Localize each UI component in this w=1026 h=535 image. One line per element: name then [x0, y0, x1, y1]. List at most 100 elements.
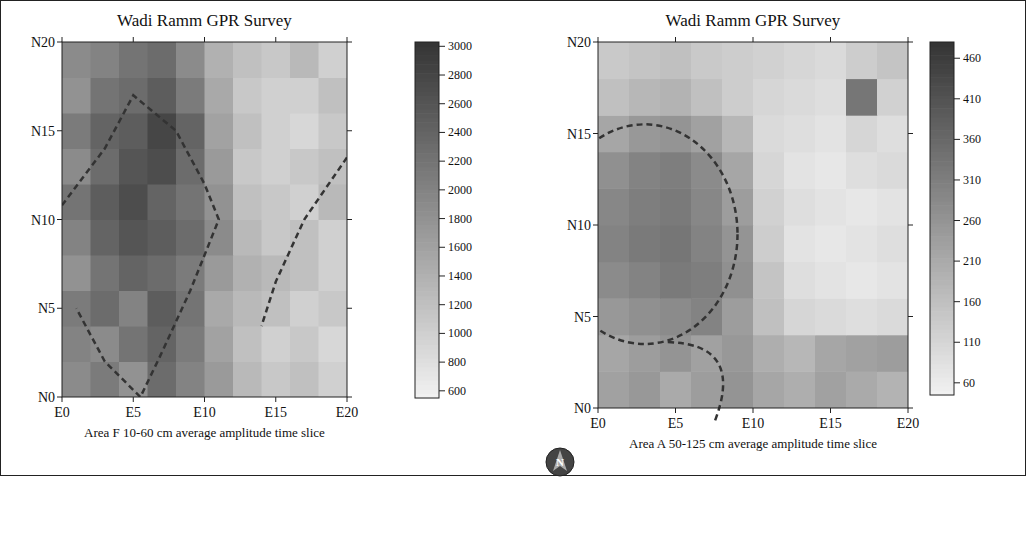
x-tick	[133, 37, 134, 42]
colorbar-swatch	[415, 193, 439, 198]
heat-cell	[753, 42, 785, 79]
anomaly-outline	[668, 342, 723, 423]
colorbar-tick	[954, 261, 960, 262]
y-tick	[57, 308, 62, 309]
y-tick-label: N0	[38, 390, 55, 405]
heat-cell	[691, 79, 723, 116]
colorbar-swatch	[930, 113, 954, 118]
colorbar-swatch	[415, 82, 439, 87]
colorbar-swatch	[930, 324, 954, 329]
heat-cell	[119, 255, 148, 291]
heat-cell	[660, 335, 692, 372]
heat-cell	[784, 225, 816, 262]
colorbar-swatch	[930, 170, 954, 175]
heat-cell	[846, 115, 878, 152]
heat-cell	[691, 115, 723, 152]
heat-cell	[233, 149, 262, 185]
heat-cell	[629, 42, 661, 79]
colorbar-swatch	[930, 333, 954, 338]
heat-cell	[205, 113, 234, 149]
heat-cell	[660, 115, 692, 152]
heat-cell	[877, 79, 908, 116]
colorbar-swatch	[415, 176, 439, 181]
heat-cell	[119, 113, 148, 149]
north-label: N	[556, 456, 564, 468]
colorbar-swatch	[930, 86, 954, 91]
heat-cell	[262, 42, 291, 78]
x-tick-label: E15	[264, 405, 287, 420]
heat-cell	[319, 184, 348, 220]
colorbar-swatch	[415, 224, 439, 229]
colorbar-swatch	[415, 300, 439, 305]
y-tick-label: N20	[31, 35, 55, 50]
y-tick-label: N0	[574, 401, 591, 416]
colorbar-swatch	[930, 294, 954, 299]
x-tick	[830, 37, 831, 42]
x-tick	[675, 408, 676, 413]
colorbar-swatch	[415, 46, 439, 51]
figure: E0E5E10E15E20N0N5N10N15N20Wadi Ramm GPR …	[0, 0, 1026, 535]
heat-cell	[176, 42, 205, 78]
heat-cell	[815, 371, 847, 408]
y-tick-label: N5	[574, 310, 591, 325]
heat-cell	[148, 113, 177, 149]
colorbar-tick	[439, 103, 445, 104]
heat-cell	[176, 291, 205, 327]
y-tick	[593, 42, 598, 43]
y-tick-label: N5	[38, 301, 55, 316]
heat-cell	[233, 42, 262, 78]
heat-cell	[62, 326, 91, 362]
heat-cell	[205, 42, 234, 78]
y-tick-label: N10	[31, 213, 55, 228]
colorbar-swatch	[930, 64, 954, 69]
colorbar-frame	[930, 42, 954, 395]
colorbar-swatch	[415, 305, 439, 310]
heat-cell	[62, 184, 91, 220]
colorbar-swatch	[415, 180, 439, 185]
x-tick-label: E0	[590, 416, 606, 431]
y-tick-label: N15	[567, 127, 591, 142]
heat-cell	[753, 225, 785, 262]
colorbar-swatch	[930, 276, 954, 281]
heat-cell	[753, 298, 785, 335]
colorbar-swatch	[415, 95, 439, 100]
x-tick	[908, 408, 909, 413]
colorbar-swatch	[930, 126, 954, 131]
colorbar-swatch	[415, 64, 439, 69]
y-tick	[908, 133, 913, 134]
colorbar-tick	[954, 179, 960, 180]
colorbar-swatch	[930, 201, 954, 206]
heat-cell	[205, 78, 234, 114]
colorbar-swatch	[930, 249, 954, 254]
heat-cell	[784, 371, 816, 408]
colorbar-swatch	[415, 78, 439, 83]
colorbar-tick-label: 410	[963, 92, 981, 106]
y-tick	[57, 130, 62, 131]
heat-cell	[815, 298, 847, 335]
colorbar-swatch	[415, 233, 439, 238]
colorbar-frame	[415, 42, 439, 398]
colorbar-swatch	[415, 273, 439, 278]
colorbar-swatch	[415, 265, 439, 270]
colorbar-swatch	[415, 184, 439, 189]
colorbar-swatch	[415, 91, 439, 96]
heat-cell	[205, 291, 234, 327]
colorbar-swatch	[930, 382, 954, 387]
colorbar-swatch	[415, 144, 439, 149]
y-tick	[347, 219, 352, 220]
colorbar-swatch	[930, 377, 954, 382]
colorbar-swatch	[930, 263, 954, 268]
colorbar-swatch	[930, 289, 954, 294]
heat-cell	[319, 362, 348, 398]
colorbar-swatch	[415, 371, 439, 376]
colorbar-swatch	[930, 280, 954, 285]
x-tick-label: E10	[193, 405, 216, 420]
heat-cell	[722, 42, 754, 79]
heat-cell	[629, 262, 661, 299]
colorbar-swatch	[415, 349, 439, 354]
heat-cell	[262, 113, 291, 149]
heat-cell	[233, 326, 262, 362]
heat-cell	[319, 220, 348, 256]
colorbar-swatch	[415, 358, 439, 363]
heat-cell	[205, 255, 234, 291]
